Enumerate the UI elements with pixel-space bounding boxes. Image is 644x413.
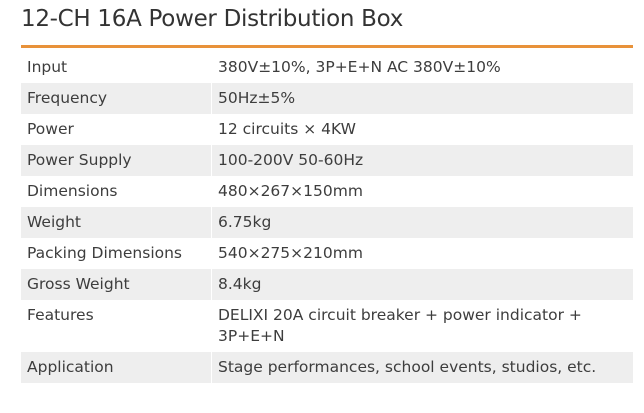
spec-label: Dimensions <box>27 182 118 200</box>
spec-row-power: Power 12 circuits × 4KW <box>21 114 633 145</box>
spec-value: 50Hz±5% <box>211 83 633 114</box>
spec-label: Gross Weight <box>21 269 211 300</box>
spec-row-power-supply: Power Supply 100-200V 50-60Hz <box>21 145 633 176</box>
page-title: 12-CH 16A Power Distribution Box <box>21 6 404 32</box>
spec-row-frequency: Frequency 50Hz±5% <box>21 83 633 114</box>
spec-row-weight: Weight 6.75kg <box>21 207 633 238</box>
spec-value: 380V±10%, 3P+E+N AC 380V±10% <box>211 52 633 83</box>
spec-row-packing-dimensions: Packing Dimensions 540×275×210mm <box>21 238 633 269</box>
spec-value: 480×267×150mm <box>211 176 633 207</box>
spec-label: Application <box>21 352 211 383</box>
spec-row-features: Features DELIXI 20A circuit breaker + po… <box>21 300 633 352</box>
spec-label: Power Supply <box>21 145 211 176</box>
spec-row-application: Application Stage performances, school e… <box>21 352 633 383</box>
spec-value: 6.75kg <box>211 207 633 238</box>
spec-value: 8.4kg <box>211 269 633 300</box>
spec-value: 540×275×210mm <box>211 238 633 269</box>
spec-table: Input 380V±10%, 3P+E+N AC 380V±10% Frequ… <box>21 52 633 383</box>
title-underline <box>21 45 633 48</box>
spec-row-gross-weight: Gross Weight 8.4kg <box>21 269 633 300</box>
spec-label: Power <box>27 120 74 138</box>
spec-value: Stage performances, school events, studi… <box>211 352 633 383</box>
spec-value: DELIXI 20A circuit breaker + power indic… <box>211 300 633 352</box>
spec-label: Packing Dimensions <box>27 244 183 262</box>
spec-value: 100-200V 50-60Hz <box>211 145 633 176</box>
spec-label: Input <box>27 58 68 76</box>
spec-label: Frequency <box>21 83 211 114</box>
spec-row-input: Input 380V±10%, 3P+E+N AC 380V±10% <box>21 52 633 83</box>
spec-row-dimensions: Dimensions 480×267×150mm <box>21 176 633 207</box>
spec-value: 12 circuits × 4KW <box>211 114 633 145</box>
spec-label: Features <box>27 306 94 324</box>
spec-label: Weight <box>21 207 211 238</box>
